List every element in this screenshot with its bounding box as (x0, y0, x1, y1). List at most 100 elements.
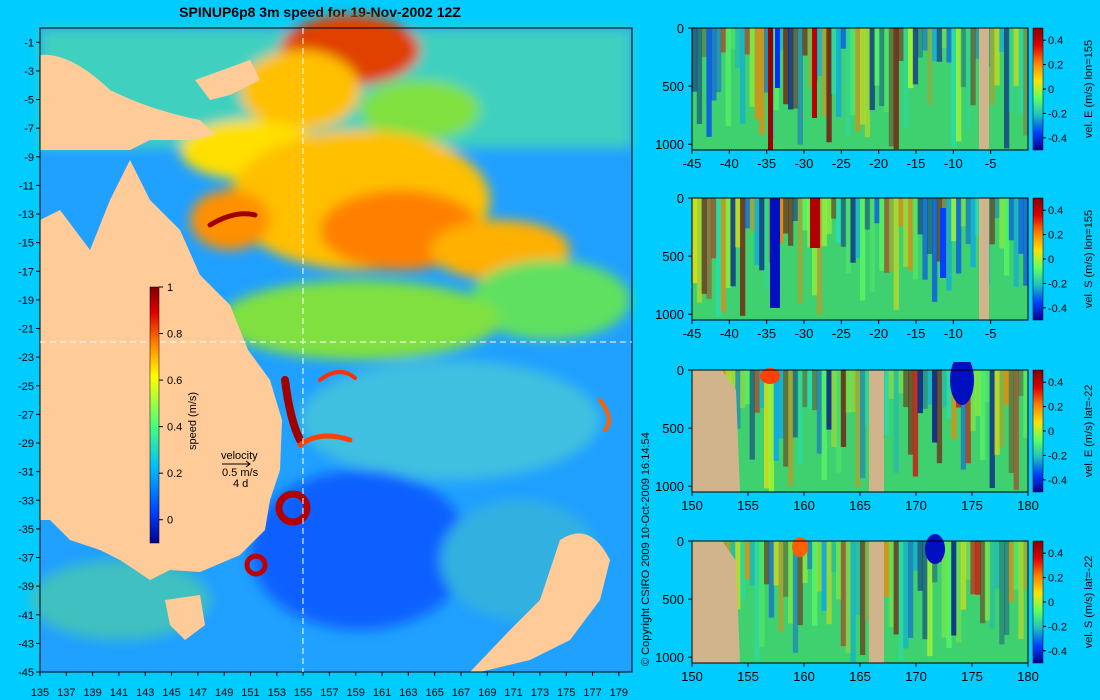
map-x-tick-label: 143 (136, 687, 154, 699)
section-streak (970, 370, 976, 432)
section-streak (821, 541, 827, 611)
section-streak (869, 198, 875, 292)
section-colorbar-tick-label: 0 (1048, 254, 1054, 266)
section-y-tick-label: 1000 (655, 307, 684, 322)
section-streak (783, 28, 789, 105)
section-streak (1008, 370, 1015, 473)
section-streak (740, 370, 746, 409)
section-streak (802, 541, 808, 584)
section-streak (956, 28, 962, 142)
section-x-tick-label: 155 (737, 498, 759, 513)
section-streak (692, 28, 698, 92)
section-feature (925, 534, 945, 564)
section-colorbar-tick-label: -0.4 (1048, 303, 1067, 315)
section-colorbar-tick-label: -0.2 (1048, 278, 1067, 290)
section-streak (749, 541, 755, 586)
section-streak (711, 198, 717, 259)
section-colorbar-tick-label: 0.4 (1048, 377, 1063, 389)
section-streak (1013, 28, 1019, 86)
section-streak (812, 370, 818, 411)
section-x-tick-label: 175 (961, 498, 983, 513)
section-streak (898, 28, 904, 62)
map-y-tick-label: -43 (18, 638, 34, 650)
colorbar-tick-label: 0.6 (167, 375, 182, 387)
section-feature (812, 28, 817, 118)
section-feature (770, 198, 780, 308)
map-y-tick-label: -9 (24, 152, 34, 164)
section-streak (802, 198, 808, 231)
section-streak (860, 370, 866, 479)
section-colorbar (1032, 197, 1044, 321)
map-x-tick-label: 139 (83, 687, 101, 699)
section-streak (869, 28, 875, 111)
section-streak (903, 541, 909, 649)
section-streak (749, 370, 755, 460)
section-streak (754, 370, 760, 413)
section-streak (922, 541, 928, 640)
section-streak (965, 28, 971, 129)
section-x-tick-label: -30 (795, 156, 814, 171)
section-streak (749, 198, 755, 232)
section-colorbar (1032, 369, 1044, 493)
map-x-tick-label: 167 (452, 687, 470, 699)
map-y-tick-label: -33 (18, 495, 34, 507)
section-streak (864, 370, 871, 426)
section-streak (975, 541, 981, 595)
section-streak (701, 198, 707, 294)
section-x-tick-label: 165 (849, 669, 871, 684)
section-streak (994, 541, 1000, 589)
section-streak (831, 541, 837, 573)
section-streak (754, 541, 760, 662)
section-x-tick-label: -10 (944, 156, 963, 171)
section-colorbar-tick-label: -0.4 (1048, 133, 1067, 145)
section-streak (927, 541, 933, 657)
section-streak (788, 370, 794, 487)
section-streak (735, 198, 741, 248)
section-x-tick-label: -45 (683, 156, 702, 171)
map-y-tick-label: -21 (18, 324, 34, 336)
section-streak (903, 198, 909, 267)
section-streak (975, 28, 981, 59)
map-y-tick-label: -25 (18, 381, 34, 393)
section-streak (764, 541, 770, 585)
section-streak (864, 541, 871, 622)
section-streak (773, 370, 779, 462)
colorbar-label: speed (m/s) (187, 392, 199, 450)
map-x-tick-label: 149 (215, 687, 233, 699)
section-streak (812, 541, 818, 626)
section-streak (1023, 370, 1029, 438)
section-streak (754, 198, 760, 266)
map-y-tick-label: -5 (24, 95, 34, 107)
section-streak (821, 28, 827, 117)
section-streak (946, 28, 952, 63)
section-streak (874, 28, 880, 86)
section-streak (989, 541, 995, 629)
section-colorbar-tick-label: 0.2 (1048, 573, 1063, 585)
section-feature (950, 362, 974, 405)
section-streak (1013, 198, 1019, 287)
section-streak (850, 370, 856, 413)
section-streak (994, 370, 1000, 455)
section-land (869, 370, 884, 492)
section-streak (807, 28, 813, 89)
section-streak (855, 198, 861, 258)
section-colorbar-tick-label: 0 (1048, 597, 1054, 609)
section-feature (792, 537, 808, 557)
section-streak (912, 541, 919, 571)
section-streak (845, 370, 851, 413)
section-streak (735, 28, 741, 68)
section-streak (1023, 541, 1029, 590)
section-streak (936, 370, 943, 464)
section-streak (879, 28, 885, 107)
section-streak (989, 198, 995, 245)
map-x-tick-label: 179 (610, 687, 628, 699)
map-x-tick-label: 151 (241, 687, 259, 699)
map-y-tick-label: -27 (18, 409, 34, 421)
section-x-tick-label: -20 (869, 156, 888, 171)
map-y-tick-label: -13 (18, 209, 34, 221)
section-streak (927, 28, 933, 106)
section-streak (802, 28, 808, 56)
section-y-tick-label: 0 (677, 191, 684, 206)
map-y-tick-label: -15 (18, 238, 34, 250)
section-streak (994, 198, 1000, 219)
